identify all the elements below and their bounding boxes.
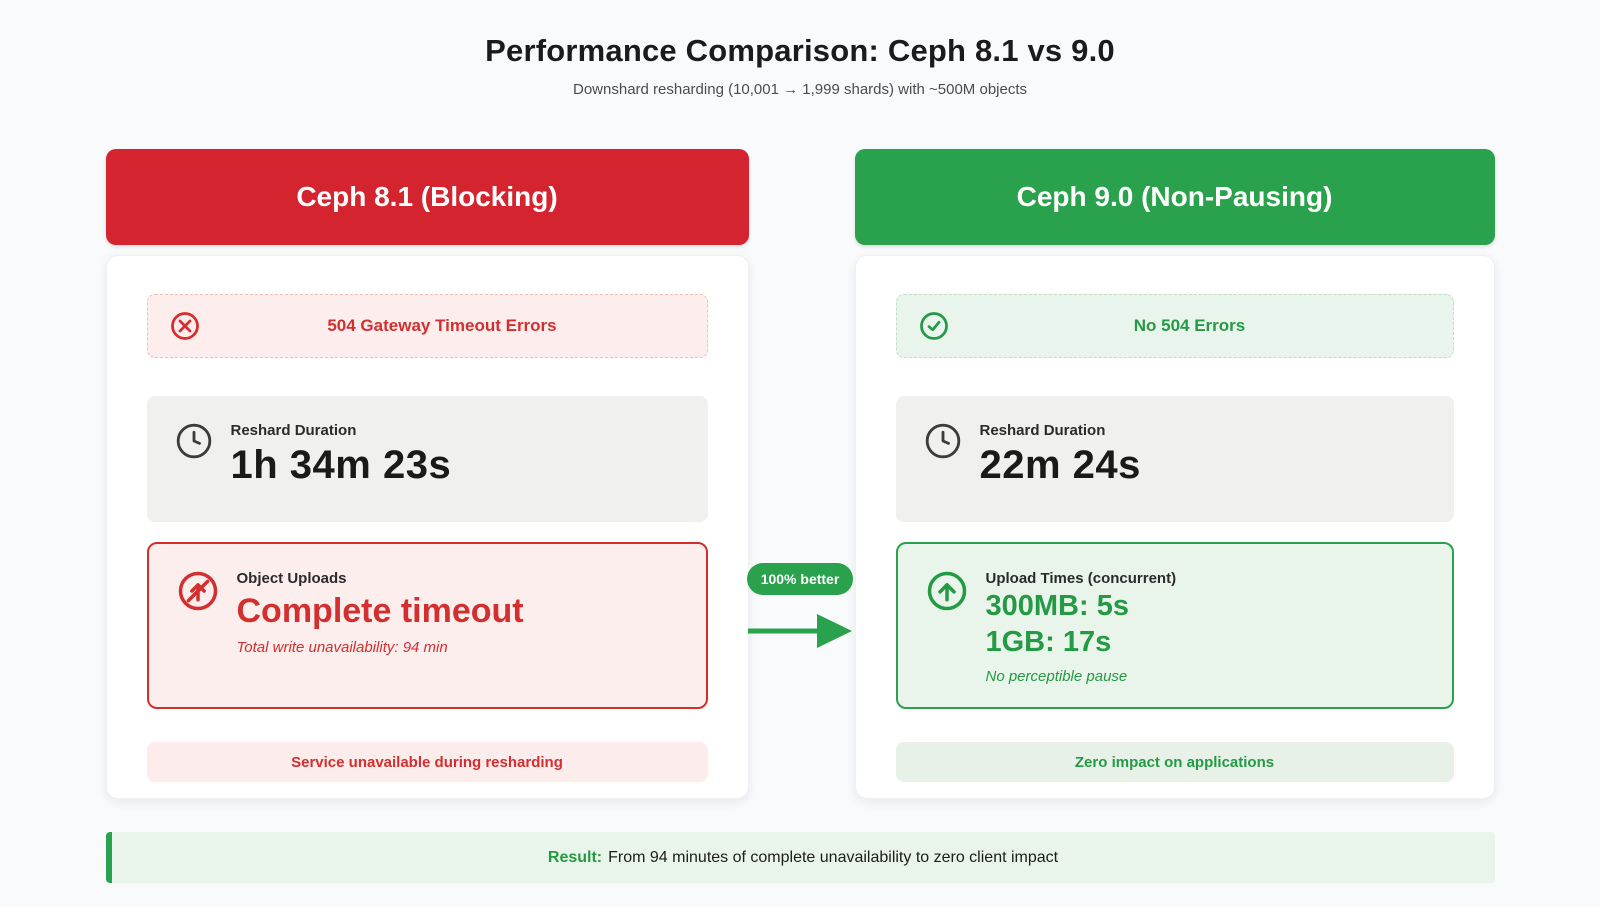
improvement-badge: 100% better <box>746 563 854 595</box>
uploads-note: No perceptible pause <box>985 667 1128 685</box>
duration-value: 1h 34m 23s <box>230 443 452 487</box>
uploads-label: Upload Times (concurrent) <box>985 570 1177 587</box>
reshard-duration-box: Reshard Duration 1h 34m 23s <box>146 396 708 522</box>
improvement-indicator: 100% better <box>745 563 855 653</box>
result-text: From 94 minutes of complete unavailabili… <box>608 848 1059 866</box>
result-label: Result: <box>547 848 603 866</box>
ceph-81-footer: Service unavailable during resharding <box>146 742 708 782</box>
upload-crossed-icon <box>178 571 217 611</box>
comparison-grid: Ceph 8.1 (Blocking) 504 Gateway Timeout … <box>105 149 1495 799</box>
upload-time-300mb: 300MB: 5s <box>985 590 1129 622</box>
duration-label: Reshard Duration <box>979 422 1106 439</box>
no-errors-alert: No 504 Errors <box>895 294 1454 358</box>
arrow-right-icon <box>748 614 852 648</box>
gateway-timeout-alert: 504 Gateway Timeout Errors <box>146 294 708 358</box>
ceph-81-card: 504 Gateway Timeout Errors Reshard Durat… <box>105 255 749 799</box>
check-circle-icon <box>919 312 948 340</box>
clock-icon <box>925 423 960 459</box>
object-uploads-box: Object Uploads Complete timeout Total wr… <box>146 542 708 709</box>
page-title: Performance Comparison: Ceph 8.1 vs 9.0 <box>485 33 1115 68</box>
result-bar: Result: From 94 minutes of complete unav… <box>105 832 1495 883</box>
arrow-up-circle-icon <box>927 571 966 611</box>
column-ceph-90: Ceph 9.0 (Non-Pausing) No 504 Errors <box>854 149 1495 799</box>
uploads-note: Total write unavailability: 94 min <box>236 639 448 656</box>
ceph-81-header: Ceph 8.1 (Blocking) <box>105 149 749 245</box>
ceph-90-card: No 504 Errors Reshard Duration 22m 24s <box>854 255 1495 799</box>
duration-value: 22m 24s <box>979 443 1141 487</box>
upload-times-box: Upload Times (concurrent) 300MB: 5s 1GB:… <box>895 542 1454 709</box>
column-ceph-81: Ceph 8.1 (Blocking) 504 Gateway Timeout … <box>105 149 749 799</box>
reshard-duration-box: Reshard Duration 22m 24s <box>895 396 1454 522</box>
upload-time-1gb: 1GB: 17s <box>985 626 1112 659</box>
ceph-90-footer: Zero impact on applications <box>895 742 1454 782</box>
uploads-value: Complete timeout <box>236 592 524 630</box>
uploads-label: Object Uploads <box>236 570 347 587</box>
x-circle-icon <box>170 312 199 340</box>
page-subtitle: Downshard resharding (10,001 → 1,999 sha… <box>573 81 1027 98</box>
alert-label: No 504 Errors <box>1133 316 1246 335</box>
alert-label: 504 Gateway Timeout Errors <box>327 316 557 335</box>
clock-icon <box>176 423 211 459</box>
duration-label: Reshard Duration <box>230 422 357 439</box>
ceph-90-header: Ceph 9.0 (Non-Pausing) <box>854 149 1495 245</box>
